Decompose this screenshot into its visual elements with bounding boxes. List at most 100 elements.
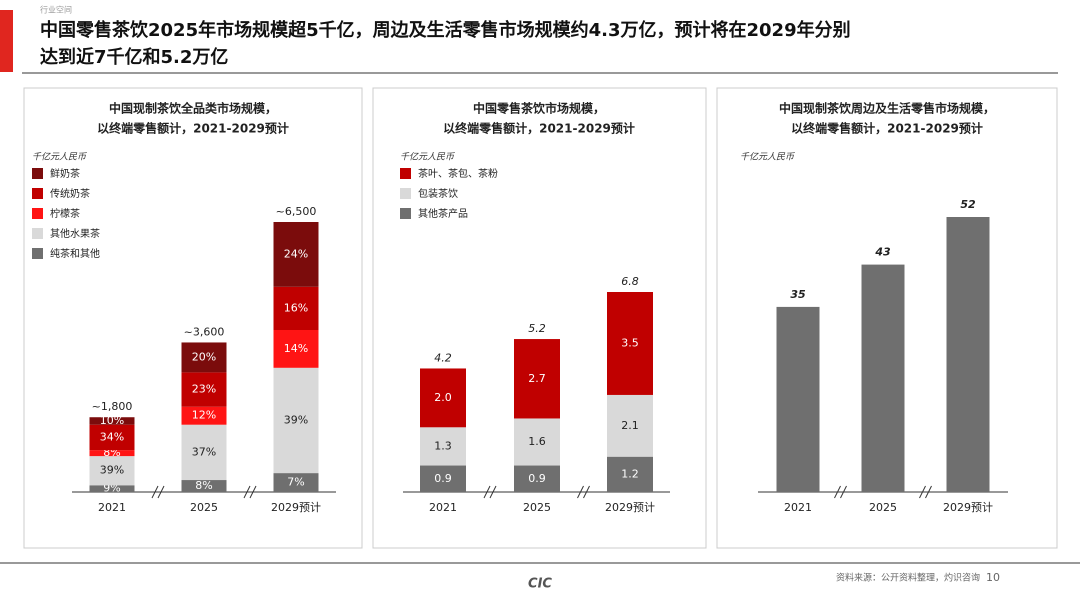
- data-label: 2.7: [528, 372, 546, 385]
- bar-segment: [273, 222, 319, 287]
- chart-title: 中国现制茶饮周边及生活零售市场规模，: [779, 101, 995, 116]
- bar-segment: [420, 427, 466, 466]
- chart-title: 以终端零售额计，2021-2029预计: [97, 121, 289, 136]
- bar-segment: [89, 485, 135, 492]
- data-label: 1.6: [528, 435, 546, 448]
- accent-bar: [0, 10, 13, 72]
- unit-label: 千亿元人民币: [740, 152, 795, 163]
- data-label: 20%: [192, 350, 216, 363]
- unit-label: 千亿元人民币: [32, 152, 87, 163]
- bar-segment: [273, 286, 319, 330]
- chart-title: 中国零售茶饮市场规模，: [473, 101, 605, 116]
- bar-segment: [514, 418, 560, 466]
- axis-break: [834, 485, 841, 499]
- data-label: 1.2: [621, 467, 639, 480]
- bar-segment: [89, 417, 135, 425]
- chart-title: 以终端零售额计，2021-2029预计: [791, 121, 983, 136]
- bar-segment: [607, 292, 653, 395]
- data-label: 3.5: [621, 336, 639, 349]
- axis-break: [489, 485, 497, 499]
- legend-swatch: [32, 228, 43, 239]
- axis-break: [583, 485, 590, 499]
- total-label: ~1,800: [92, 400, 133, 413]
- bar-segment: [181, 372, 227, 407]
- total-label: 5.2: [528, 322, 546, 335]
- total-label: 6.8: [621, 275, 639, 288]
- data-label: 39%: [100, 464, 124, 477]
- x-tick-label: 2021: [98, 501, 126, 514]
- legend-label: 茶叶、茶包、茶粉: [418, 167, 498, 180]
- data-label: 35: [790, 288, 806, 301]
- data-label: 52: [960, 198, 976, 211]
- axis-break: [840, 485, 847, 499]
- bar-segment: [273, 330, 319, 368]
- total-label: 4.2: [434, 351, 452, 364]
- legend-swatch: [400, 208, 411, 219]
- bar-segment: [514, 465, 560, 492]
- bar-segment: [273, 473, 319, 492]
- axis-break: [151, 485, 159, 499]
- logo: CIC: [528, 577, 552, 592]
- axis-break: [925, 485, 932, 499]
- legend-swatch: [32, 188, 43, 199]
- legend-label: 传统奶茶: [50, 187, 90, 200]
- title: 达到近7千亿和5.2万亿: [40, 46, 228, 68]
- source: 资料来源：公开资料整理，灼识咨询: [836, 572, 980, 584]
- axis-break: [577, 485, 584, 499]
- bar: [776, 306, 820, 492]
- legend-label: 包装茶饮: [418, 187, 458, 200]
- unit-label: 千亿元人民币: [400, 152, 455, 163]
- x-tick-label: 2029预计: [605, 501, 655, 514]
- bar-segment: [607, 394, 653, 457]
- x-tick-label: 2025: [190, 501, 218, 514]
- bar: [946, 217, 990, 492]
- axis-break: [157, 485, 165, 499]
- axis-break: [243, 485, 251, 499]
- chart-title: 中国现制茶饮全品类市场规模，: [109, 101, 277, 116]
- title: 中国零售茶饮2025年市场规模超5千亿，周边及生活零售市场规模约4.3万亿，预计…: [40, 19, 851, 41]
- data-label: 37%: [192, 445, 216, 458]
- data-label: 7%: [287, 476, 304, 489]
- data-label: 14%: [284, 342, 308, 355]
- data-label: 1.3: [434, 439, 452, 452]
- legend-label: 其他水果茶: [50, 227, 100, 240]
- x-tick-label: 2021: [784, 501, 812, 514]
- total-label: ~6,500: [276, 205, 317, 218]
- x-tick-label: 2029预计: [271, 501, 321, 514]
- data-label: 39%: [284, 413, 308, 426]
- axis-break: [249, 485, 257, 499]
- bar-segment: [607, 456, 653, 492]
- data-label: 8%: [195, 479, 212, 492]
- axis-break: [483, 485, 491, 499]
- total-label: ~3,600: [184, 325, 225, 338]
- bar-segment: [181, 406, 227, 425]
- data-label: 34%: [100, 430, 124, 443]
- legend-label: 其他茶产品: [418, 207, 468, 220]
- legend-swatch: [32, 208, 43, 219]
- bar-segment: [181, 480, 227, 492]
- data-label: 43: [874, 246, 891, 259]
- data-label: 2.1: [621, 419, 639, 432]
- bar-segment: [420, 368, 466, 428]
- data-label: 23%: [192, 383, 216, 396]
- data-label: 24%: [284, 247, 308, 260]
- data-label: 10%: [100, 414, 124, 427]
- x-tick-label: 2025: [523, 501, 551, 514]
- legend-swatch: [32, 248, 43, 259]
- data-label: 0.9: [434, 472, 452, 485]
- legend-label: 鲜奶茶: [50, 167, 80, 180]
- data-label: 12%: [192, 409, 216, 422]
- bar-segment: [89, 424, 135, 451]
- bar-segment: [514, 339, 560, 419]
- bar-segment: [273, 367, 319, 474]
- bar-segment: [181, 424, 227, 481]
- section-label: 行业空间: [40, 5, 72, 15]
- legend-swatch: [32, 168, 43, 179]
- data-label: 2.0: [434, 391, 452, 404]
- bar-segment: [420, 465, 466, 492]
- x-tick-label: 2021: [429, 501, 457, 514]
- bar-segment: [89, 456, 135, 486]
